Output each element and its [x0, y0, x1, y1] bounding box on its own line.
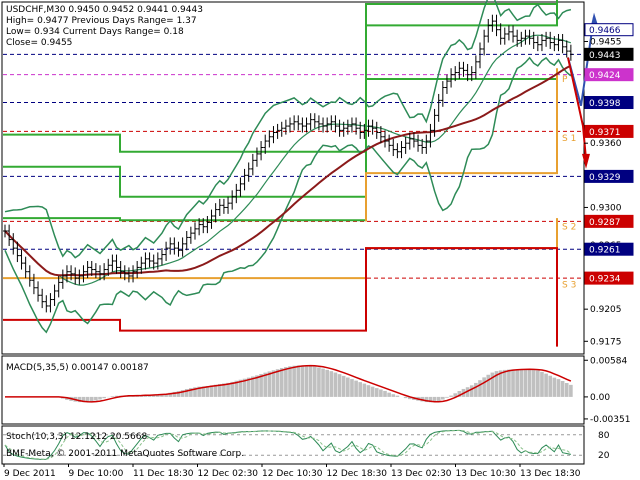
- macd-signal-line: [5, 364, 572, 403]
- level-label: P: [562, 75, 568, 85]
- stoch-tick-label: 80: [598, 431, 610, 441]
- macd-plot-layer: [5, 364, 573, 403]
- price-tag-label: 0.9329: [589, 173, 621, 183]
- level-label: S 2: [562, 223, 576, 233]
- resistance-step-line: [3, 77, 557, 222]
- support-step-line: [3, 247, 558, 347]
- time-tick-label: 13 Dec 10:30: [456, 469, 517, 479]
- price-tag-box: [584, 271, 634, 285]
- stoch-d-line: [4, 429, 572, 460]
- forecast-arrow-down: [567, 57, 587, 160]
- price-tick-label: 0.9455: [590, 37, 622, 47]
- price-plot-layer: P S 1 S 2 S 3: [3, 0, 598, 347]
- stoch-plot-layer: [3, 429, 583, 460]
- price-tick-label: 0.9360: [590, 139, 622, 149]
- time-tick-label: 12 Dec 18:30: [327, 469, 388, 479]
- time-tick-label: 11 Dec 18:30: [133, 469, 194, 479]
- macd-title: MACD(5,35,5) 0.00147 0.00187: [6, 363, 149, 373]
- middle-band-line: [4, 34, 572, 286]
- time-tick-label: 12 Dec 02:30: [198, 469, 259, 479]
- high-range-text: High= 0.9477 Previous Days Range= 1.37: [6, 16, 197, 26]
- price-tag-box: [584, 96, 634, 110]
- close-text: Close= 0.9455: [6, 38, 72, 48]
- macd-tick-label: -0.00351: [590, 415, 630, 425]
- price-tag-box: [584, 68, 634, 82]
- macd-tick-label: 0.00: [590, 393, 610, 403]
- price-tag-box: [584, 23, 634, 37]
- price-tag-label: 0.9371: [589, 128, 621, 138]
- level-label: S 3: [562, 281, 576, 291]
- price-tick-label: 0.9175: [590, 337, 622, 347]
- price-tag-label: 0.9287: [589, 218, 621, 228]
- price-tag-box: [584, 124, 634, 138]
- time-tick-label: 12 Dec 10:30: [262, 469, 323, 479]
- stoch-panel-frame: [1, 425, 585, 465]
- upper-band-line: [4, 0, 572, 259]
- price-tag-label: 0.9466: [589, 26, 621, 36]
- lower-band-line: [4, 56, 572, 334]
- price-tag-label: 0.9443: [589, 51, 621, 61]
- symbol-ohlc-text: USDCHF,M30 0.9450 0.9452 0.9441 0.9443: [6, 5, 203, 15]
- pivot-step-line: [365, 68, 558, 222]
- time-tick-label: 13 Dec 02:30: [391, 469, 452, 479]
- time-axis: 9 Dec 2011 9 Dec 10:00 11 Dec 18:30 12 Dec …: [3, 464, 581, 479]
- time-tick-label: 9 Dec 2011: [4, 469, 56, 479]
- stoch-title: Stoch(10,3,3) 12.1212 20.5668: [6, 432, 147, 442]
- price-tag-label: 0.9398: [589, 99, 621, 109]
- price-tag-label: 0.9261: [589, 246, 621, 256]
- price-panel-frame: [1, 1, 585, 355]
- price-tag-box: [584, 242, 634, 256]
- price-tick-label: 0.9205: [590, 305, 622, 315]
- price-tag-box: [584, 214, 634, 228]
- stoch-tick-label: 20: [598, 451, 610, 461]
- price-axis: 0.94550.93600.93000.92650.92050.91750.94…: [584, 23, 634, 461]
- price-tick-label: 0.9300: [590, 203, 622, 213]
- time-tick-label: 9 Dec 10:00: [69, 469, 124, 479]
- time-tick-label: 13 Dec 18:30: [520, 469, 581, 479]
- level-label: S 1: [562, 134, 576, 144]
- copyright-text: BMF-Meta, © 2001-2011 MetaQuotes Softwar…: [6, 449, 244, 459]
- price-tag-box: [584, 47, 634, 61]
- slow-ma-line: [4, 64, 572, 277]
- forecast-arrowhead-up: [591, 12, 598, 26]
- price-tag-label: 0.9234: [589, 275, 621, 285]
- macd-panel-frame: [1, 355, 585, 425]
- price-tag-label: 0.9424: [589, 71, 621, 81]
- macd-tick-label: 0.00584: [590, 356, 627, 366]
- price-tag-box: [584, 169, 634, 183]
- forecast-arrowhead-down: [582, 153, 590, 169]
- low-range-text: Low= 0.934 Current Days Range= 0.18: [6, 27, 184, 37]
